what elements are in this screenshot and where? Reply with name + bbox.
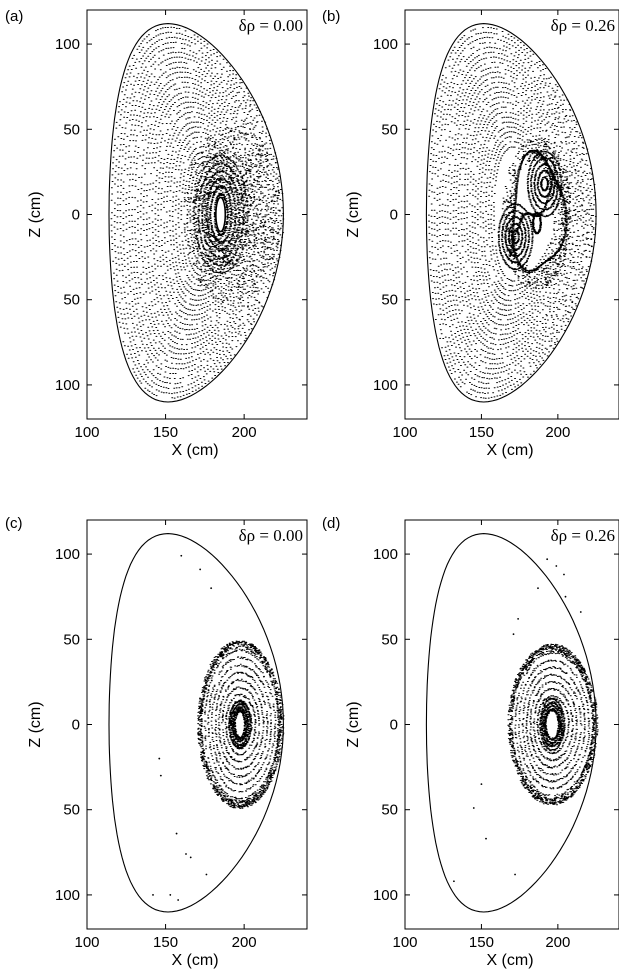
y-tick-label: 100	[55, 887, 80, 904]
y-tick-label: 100	[55, 377, 80, 394]
orbit-points	[110, 26, 285, 399]
stray-point	[555, 565, 558, 567]
panel-label: (a)	[5, 8, 23, 25]
x-tick-label: 200	[232, 934, 257, 951]
y-tick-label: 100	[373, 546, 398, 563]
y-tick-label: 0	[390, 717, 398, 734]
x-tick-label: 150	[153, 424, 178, 441]
magnetic-axis-hole	[215, 196, 227, 233]
stray-point	[210, 587, 213, 590]
axes-frame	[86, 519, 308, 930]
stray-point	[514, 873, 516, 876]
panel-3: (c) δρ = 0.00 100 150 200 100 50 0 50 100 X (cm) Z …	[5, 515, 308, 969]
separatrix-boundary	[108, 23, 284, 403]
y-tick-label: 0	[72, 717, 80, 734]
y-tick-label: 0	[72, 207, 80, 224]
panel-label: (b)	[322, 8, 340, 25]
y-tick-label: 0	[390, 207, 398, 224]
poincare-points	[428, 27, 597, 399]
x-tick-label: 200	[545, 934, 570, 951]
x-tick-label: 150	[469, 424, 494, 441]
y-tick-label: 50	[381, 121, 398, 138]
stray-point	[158, 757, 161, 760]
x-tick-label: 100	[74, 934, 99, 951]
y-axis-label: Z (cm)	[27, 701, 44, 747]
y-axis-label: Z (cm)	[345, 191, 362, 237]
y-tick-label: 100	[373, 36, 398, 53]
y-tick-label: 50	[381, 292, 398, 309]
stray-point	[512, 633, 515, 636]
annotation: δρ = 0.26	[551, 16, 615, 35]
y-tick-label: 50	[381, 802, 398, 819]
x-tick-label: 100	[74, 424, 99, 441]
stray-point	[175, 832, 178, 835]
stray-point	[546, 558, 549, 561]
x-tick-label: 100	[392, 424, 417, 441]
stray-point	[152, 894, 154, 896]
y-tick-label: 100	[55, 36, 80, 53]
x-tick-label: 200	[545, 424, 570, 441]
stray-point	[453, 880, 455, 883]
panel-1: (a) δρ = 0.00 100 150 200 100 50 0 50 100 X (cm) Z …	[5, 8, 308, 459]
stray-point	[169, 894, 172, 896]
x-tick-label: 200	[232, 424, 257, 441]
stray-point	[205, 873, 208, 876]
annotation: δρ = 0.26	[551, 526, 615, 545]
stray-point	[517, 617, 520, 620]
y-tick-label: 50	[63, 121, 80, 138]
panel-label: (c)	[5, 515, 23, 532]
y-axis-label: Z (cm)	[345, 701, 362, 747]
poincare-points	[152, 554, 285, 901]
x-tick-label: 150	[153, 934, 178, 951]
stray-point	[472, 807, 475, 809]
annotation: δρ = 0.00	[239, 526, 303, 545]
x-tick-label: 100	[392, 934, 417, 951]
x-axis-label: X (cm)	[171, 442, 218, 459]
stray-point	[177, 899, 180, 901]
y-tick-label: 50	[63, 631, 80, 648]
axes-frame	[86, 9, 308, 420]
stray-point	[189, 856, 192, 859]
panel-4: (d) δρ = 0.26 100 150 200 100 50 0 50 100 X (cm) Z …	[322, 515, 619, 969]
y-tick-label: 100	[373, 377, 398, 394]
x-axis-label: X (cm)	[486, 442, 533, 459]
poincare-points	[110, 26, 285, 399]
y-tick-label: 100	[55, 546, 80, 563]
y-tick-label: 50	[63, 802, 80, 819]
x-tick-label: 150	[469, 934, 494, 951]
y-tick-label: 50	[381, 631, 398, 648]
stray-point	[485, 837, 487, 840]
stray-point	[564, 595, 567, 598]
stray-point	[159, 774, 162, 777]
y-tick-label: 100	[373, 887, 398, 904]
stray-point	[185, 853, 187, 855]
y-axis-label: Z (cm)	[27, 191, 44, 237]
stray-point	[480, 783, 483, 786]
y-tick-label: 50	[63, 292, 80, 309]
panel-label: (d)	[322, 515, 340, 532]
stray-point	[199, 568, 202, 571]
panel-2: (b) δρ = 0.26 100 150 200 100 50 0 50 100 X (cm) Z …	[322, 8, 619, 459]
separatrix-boundary	[425, 533, 597, 913]
annotation: δρ = 0.00	[239, 16, 303, 35]
magnetic-axis-hole	[236, 714, 243, 735]
x-axis-label: X (cm)	[486, 952, 533, 969]
x-axis-label: X (cm)	[171, 952, 218, 969]
orbit-points	[507, 643, 599, 806]
separatrix-boundary	[425, 23, 597, 403]
stray-point	[579, 611, 582, 613]
magnetic-axis-hole	[547, 712, 557, 737]
stray-point	[537, 587, 539, 590]
stray-point	[180, 554, 183, 557]
poincare-points	[453, 558, 599, 883]
orbit-points	[197, 640, 285, 809]
orbit-points	[428, 27, 597, 399]
stray-point	[563, 573, 565, 576]
panels: (a) δρ = 0.00 100 150 200 100 50 0 50 100 X (cm) Z …	[5, 8, 619, 969]
separatrix-boundary	[108, 533, 284, 913]
